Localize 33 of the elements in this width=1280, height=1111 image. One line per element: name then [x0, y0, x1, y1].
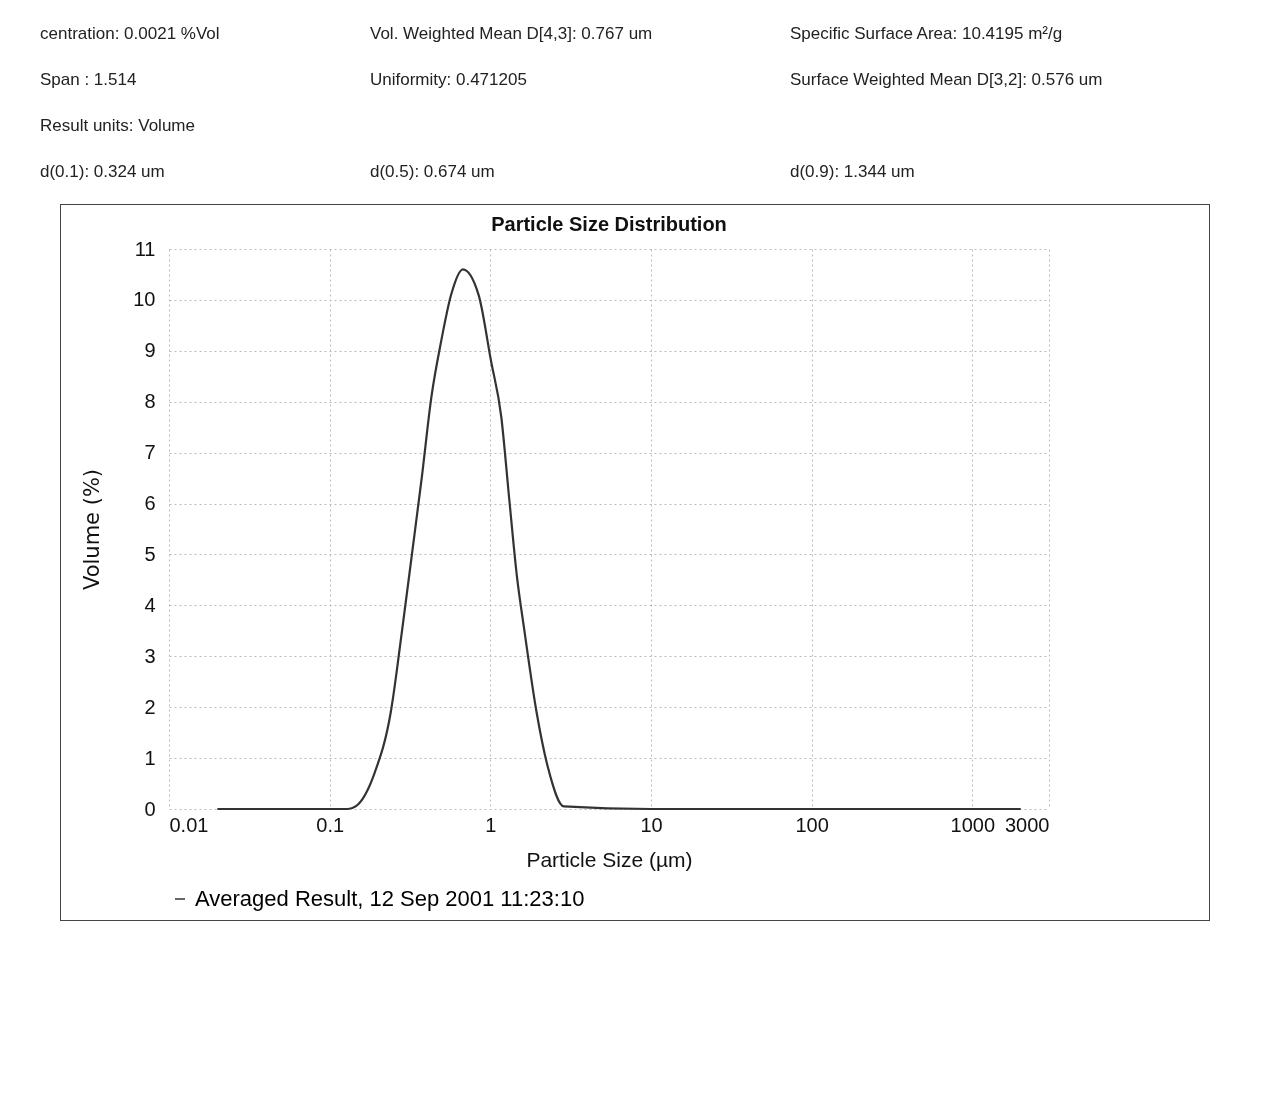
y-tick-label: 9: [144, 339, 156, 362]
y-axis-title: Volume (%): [80, 468, 105, 591]
text: Specific Surface Area: 10.4195 m²/g: [790, 24, 1064, 44]
text: d(0.1): 0.324 um: [40, 162, 166, 182]
y-tick-label: 11: [134, 237, 156, 260]
y-tick-label: 3: [144, 644, 156, 667]
x-tick-label: 0.01: [169, 813, 209, 836]
chart-title: Particle Size Distribution: [491, 213, 727, 235]
y-tick-label: 2: [144, 695, 156, 718]
y-tick-label: 6: [144, 492, 156, 515]
y-tick-label: 4: [144, 593, 156, 616]
y-tick-label: 1: [144, 746, 156, 769]
x-tick-label: 1000: [950, 813, 996, 836]
text: Result units: Volume: [40, 116, 196, 136]
y-tick-label: 7: [144, 441, 156, 464]
text: d(0.5): 0.674 um: [370, 162, 496, 182]
y-tick-label: 5: [144, 542, 156, 565]
text: Uniformity: 0.471205: [370, 70, 528, 90]
x-tick-label: 1: [485, 813, 497, 836]
x-tick-label: 10: [640, 813, 663, 836]
x-tick-label: 0.1: [316, 813, 345, 836]
text: Surface Weighted Mean D[3,2]: 0.576 um: [790, 70, 1104, 90]
text: Span : 1.514: [40, 70, 138, 90]
x-tick-label: 100: [795, 813, 829, 836]
x-axis-title: Particle Size (µm): [526, 847, 693, 871]
text: Vol. Weighted Mean D[4,3]: 0.767 um: [370, 24, 654, 44]
y-tick-label: 10: [133, 288, 156, 311]
text: centration: 0.0021 %Vol: [40, 24, 221, 44]
y-tick-label: 8: [144, 390, 156, 413]
x-tick-label: 3000: [1005, 813, 1050, 836]
text: d(0.9): 1.344 um: [790, 162, 916, 182]
y-tick-label: 0: [144, 797, 156, 820]
legend-label: Averaged Result, 12 Sep 2001 11:23:10: [195, 886, 585, 911]
